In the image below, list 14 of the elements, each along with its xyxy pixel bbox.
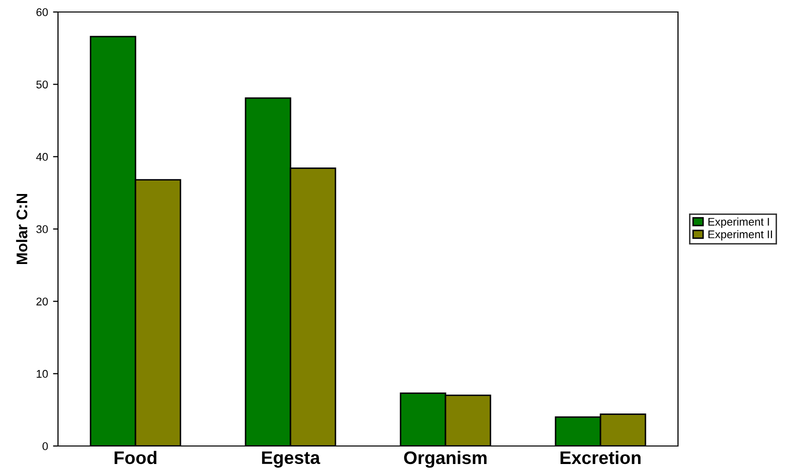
y-axis-title: Molar C:N [16, 194, 28, 264]
x-tick-label: Excretion [560, 450, 641, 464]
x-tick-label: Food [114, 450, 156, 464]
legend-label: Experiment I [708, 218, 769, 228]
x-tick-label: Egesta [262, 451, 320, 468]
legend-label: Experiment II [708, 230, 772, 240]
y-tick-label: 50 [36, 80, 48, 88]
y-tick-label: 60 [36, 8, 48, 16]
y-tick-label: 30 [36, 225, 48, 234]
y-tick-label: 10 [36, 370, 48, 378]
y-tick-label: 0 [42, 442, 48, 450]
y-tick-label: 40 [36, 152, 48, 161]
y-tick-label: 20 [36, 298, 48, 306]
x-tick-label: Organism [404, 450, 487, 468]
